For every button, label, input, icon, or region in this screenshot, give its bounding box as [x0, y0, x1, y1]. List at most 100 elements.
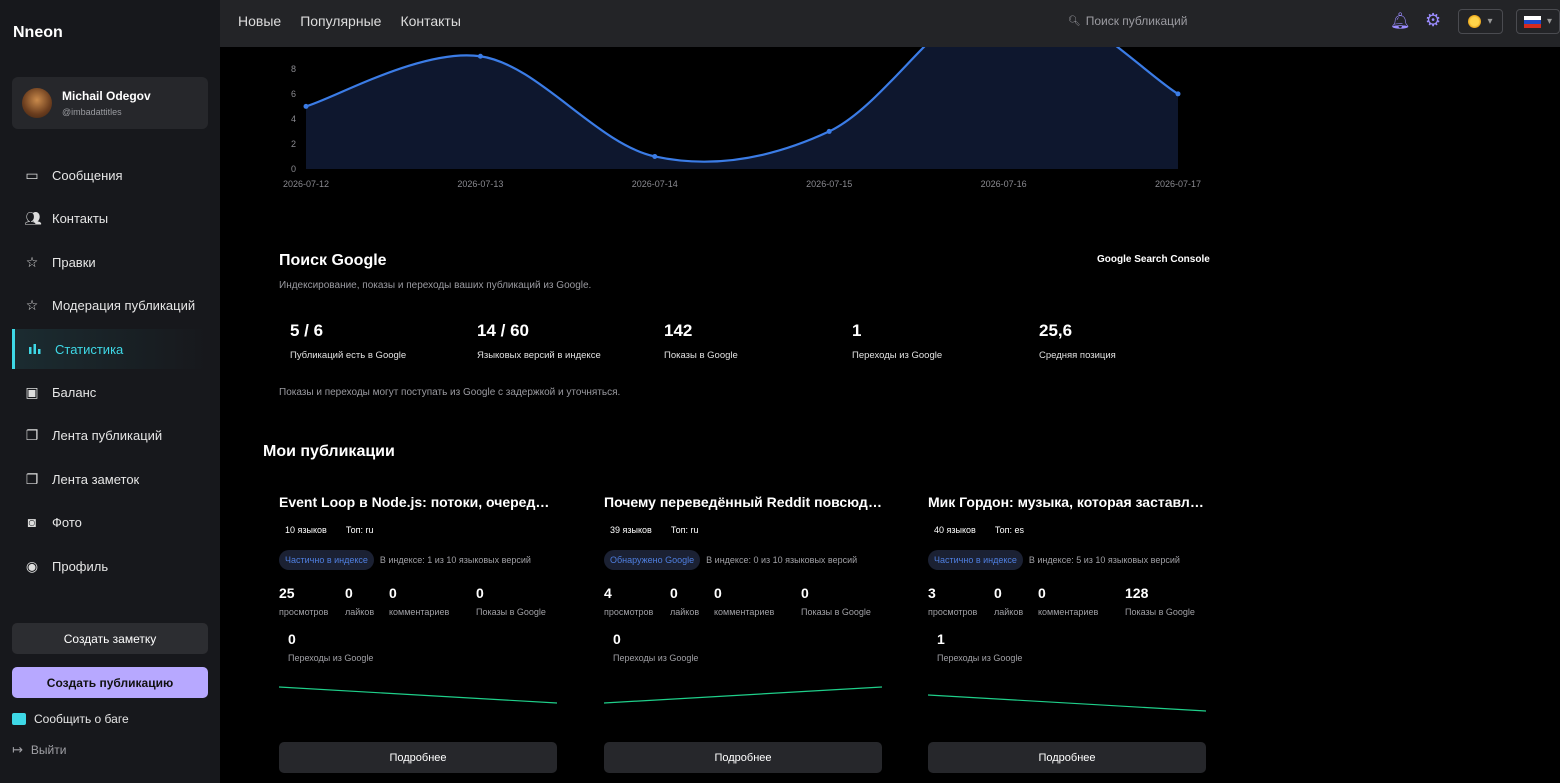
chevron-down-icon: ▾ [1546, 16, 1553, 27]
comments-label: комментариев [389, 607, 450, 617]
data-point [652, 153, 658, 159]
clicks-value: 0 [613, 631, 621, 647]
sidebar-item-label: Лента публикаций [52, 427, 163, 443]
app-logo[interactable]: Nneon [13, 24, 63, 41]
data-point [1175, 91, 1181, 97]
sidebar-item[interactable]: ◙ Фото [12, 502, 208, 542]
sidebar-item[interactable]: ▭ Сообщения [12, 155, 208, 195]
stat-value: 142 [664, 321, 693, 340]
clicks-stat: 1 Переходы из Google [928, 631, 1206, 663]
clicks-label: Переходы из Google [288, 653, 374, 663]
views-label: просмотров [604, 607, 654, 617]
line-chart: 0 2 4 6 8 2026-07-12 2026-07-13 2026-07-14 2026-… [283, 0, 1201, 189]
comments-label: комментариев [714, 607, 775, 617]
report-bug-link[interactable]: Сообщить о баге [12, 712, 129, 726]
publication-stats: 25 просмотров 0 лайков 0 комментариев 0 Пока… [279, 585, 557, 617]
publication-title[interactable]: Почему переведённый Reddit повсюду в Goo… [604, 494, 882, 510]
impressions-stat: 0 Показы в Google [801, 585, 871, 617]
wallet-icon: ▣ [25, 383, 39, 400]
sidebar-item[interactable]: Статистика [12, 329, 208, 369]
sidebar-item[interactable]: ❐ Лента публикаций [12, 415, 208, 455]
search-icon: 🔍︎ [1068, 15, 1081, 27]
nav-contacts[interactable]: Контакты [400, 13, 461, 29]
stat-label: Публикаций есть в Google [290, 350, 407, 361]
details-button[interactable]: Подробнее [604, 742, 882, 773]
star-icon: ☆ [25, 296, 39, 313]
top-language: Топ: ru [345, 525, 374, 535]
index-status: Частично в индексе В индексе: 5 из 10 яз… [928, 550, 1206, 570]
trend-line [278, 686, 558, 704]
report-bug-label: Сообщить о баге [34, 712, 129, 726]
nav-popular[interactable]: Популярные [300, 13, 382, 29]
stat-clicks: 1 Переходы из Google [852, 321, 942, 361]
clicks-value: 1 [937, 631, 945, 647]
likes-stat: 0 лайков [670, 585, 714, 617]
search-input[interactable]: 🔍︎ Поиск публикаций [1068, 14, 1187, 28]
impressions-label: Показы в Google [476, 607, 546, 617]
likes-label: лайков [994, 607, 1024, 617]
trend-sparkline [278, 686, 558, 704]
google-search-note: Показы и переходы могут поступать из Goo… [279, 387, 621, 398]
impressions-label: Показы в Google [1125, 607, 1195, 617]
impressions-label: Показы в Google [801, 607, 871, 617]
user-handle: @imbadattitles [62, 107, 122, 117]
sidebar-item-label: Модерация публикаций [52, 297, 196, 313]
chart-line [305, 0, 1179, 163]
index-text: В индексе: 0 из 10 языковых версий [706, 555, 858, 565]
sidebar-item-label: Профиль [52, 558, 109, 574]
sidebar-item-label: Правки [52, 254, 96, 270]
create-note-button[interactable]: Создать заметку [12, 623, 208, 654]
data-point [826, 128, 832, 134]
logout-icon: ↦ [12, 742, 23, 757]
chat-icon: ▭ [25, 166, 39, 183]
sidebar-item[interactable]: 👥︎ Контакты [12, 198, 208, 238]
status-badge: Частично в индексе [279, 550, 374, 570]
stat-value: 25,6 [1039, 321, 1073, 340]
theme-toggle[interactable]: ▾ [1458, 9, 1503, 34]
bell-icon[interactable]: 🔔︎ [1390, 13, 1411, 30]
sun-icon [1468, 15, 1482, 28]
views-value: 3 [928, 585, 936, 601]
sidebar-item[interactable]: ❐ Лента заметок [12, 459, 208, 499]
language-select[interactable]: ▾ [1516, 9, 1560, 34]
impressions-value: 0 [476, 585, 484, 601]
feed-icon: ❐ [25, 426, 39, 443]
details-button[interactable]: Подробнее [279, 742, 557, 773]
sidebar-item-label: Контакты [52, 210, 109, 226]
logout-label: Выйти [30, 743, 67, 757]
google-search-console-link[interactable]: Google Search Console [1097, 254, 1210, 265]
nav-new[interactable]: Новые [238, 13, 282, 29]
create-publication-button[interactable]: Создать публикацию [12, 667, 208, 698]
likes-label: лайков [670, 607, 700, 617]
y-tick-label: 6 [291, 89, 296, 99]
top-language: Топ: es [994, 525, 1024, 535]
publication-title[interactable]: Event Loop в Node.js: потоки, очереди и … [279, 494, 557, 510]
publication-meta: 40 языков Топ: es [928, 525, 1206, 535]
comments-value: 0 [714, 585, 722, 601]
publication-meta: 39 языков Топ: ru [604, 525, 882, 535]
stat-impressions: 142 Показы в Google [664, 321, 738, 361]
flag-ru-icon [1523, 15, 1541, 28]
index-status: Частично в индексе В индексе: 1 из 10 яз… [279, 550, 557, 570]
stat-publications-in-google: 5 / 6 Публикаций есть в Google [290, 321, 406, 361]
sidebar-item[interactable]: ◉ Профиль [12, 546, 208, 586]
gear-icon[interactable]: ⚙ [1425, 10, 1442, 30]
my-publications-title: Мои публикации [263, 443, 395, 460]
user-name: Michail Odegov [62, 89, 151, 103]
stat-value: 5 / 6 [290, 321, 324, 340]
sidebar-item[interactable]: ▣ Баланс [12, 372, 208, 412]
y-tick-label: 0 [291, 164, 296, 174]
user-card[interactable]: Michail Odegov @imbadattitles [12, 77, 208, 129]
google-search-subtitle: Индексирование, показы и переходы ваших … [279, 280, 592, 291]
views-label: просмотров [279, 607, 329, 617]
x-tick-label: 2026-07-12 [283, 179, 329, 189]
logout-link[interactable]: ↦ Выйти [12, 742, 66, 758]
views-value: 25 [279, 585, 295, 601]
comments-value: 0 [1038, 585, 1046, 601]
sidebar-item[interactable]: ☆ Модерация публикаций [12, 285, 208, 325]
star-icon: ☆ [25, 253, 39, 270]
sidebar-item[interactable]: ☆ Правки [12, 242, 208, 282]
publication-title[interactable]: Мик Гордон: музыка, которая заставляет д… [928, 494, 1206, 510]
details-button[interactable]: Подробнее [928, 742, 1206, 773]
sidebar-item-label: Сообщения [52, 167, 123, 183]
